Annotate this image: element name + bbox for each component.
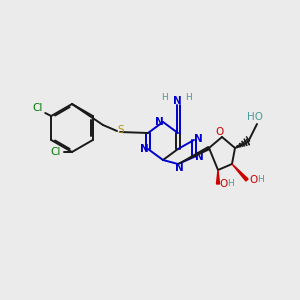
Text: N: N bbox=[154, 117, 164, 127]
Text: O: O bbox=[249, 175, 257, 185]
Text: S: S bbox=[118, 125, 124, 135]
Text: O: O bbox=[216, 127, 224, 137]
Text: N: N bbox=[172, 96, 182, 106]
Text: N: N bbox=[195, 152, 203, 162]
Text: Cl: Cl bbox=[32, 103, 42, 113]
Text: H: H bbox=[228, 178, 234, 188]
Polygon shape bbox=[178, 147, 210, 164]
Text: N: N bbox=[194, 134, 202, 144]
Polygon shape bbox=[232, 164, 248, 181]
Text: H: H bbox=[162, 92, 168, 101]
Text: HO: HO bbox=[247, 112, 263, 122]
Text: O: O bbox=[220, 179, 228, 189]
Text: N: N bbox=[175, 163, 183, 173]
Text: H: H bbox=[256, 175, 263, 184]
Text: Cl: Cl bbox=[51, 147, 61, 157]
Polygon shape bbox=[217, 170, 220, 184]
Text: H: H bbox=[184, 92, 191, 101]
Text: N: N bbox=[140, 144, 148, 154]
